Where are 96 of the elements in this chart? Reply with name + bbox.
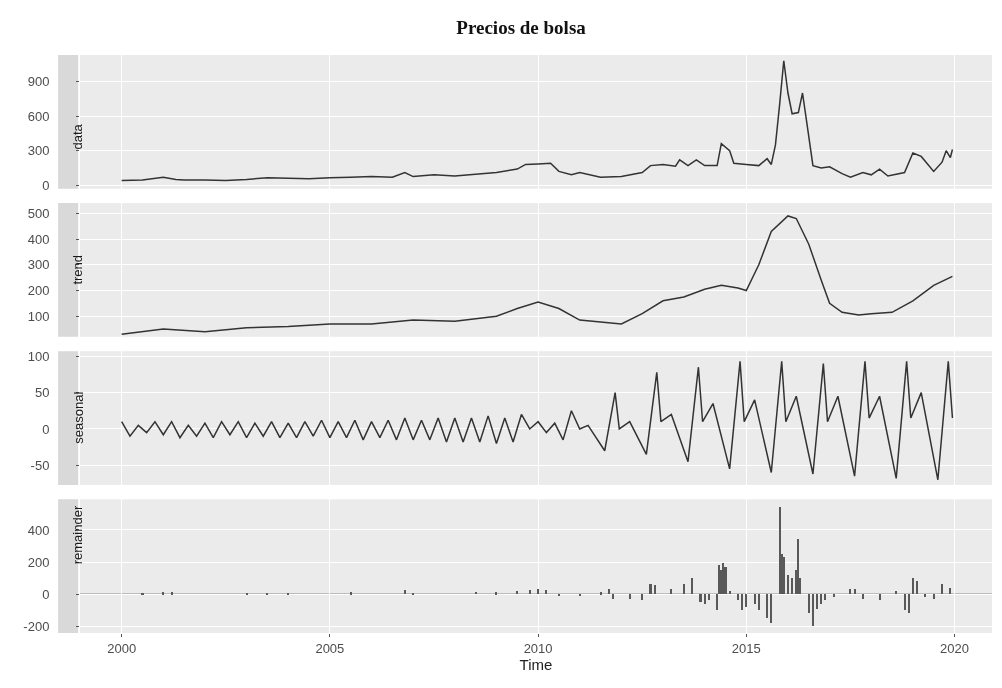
bar: [849, 589, 851, 595]
y-axis-title: trend: [69, 254, 85, 285]
bar: [797, 539, 799, 595]
x-axis-title: Time: [519, 655, 553, 673]
x-tick-label: 2020: [940, 640, 969, 656]
bar: [629, 594, 631, 600]
bar: [787, 575, 789, 595]
y-axis-title: remainder: [69, 505, 85, 565]
y-tick-label: 100: [27, 348, 50, 364]
y-tick-label: 0: [42, 586, 50, 602]
bar: [770, 594, 772, 624]
bar: [558, 594, 560, 597]
bar: [924, 594, 926, 598]
bar: [529, 590, 531, 595]
bar: [537, 589, 539, 595]
bar: [908, 594, 910, 614]
bar: [737, 594, 739, 601]
bar: [758, 594, 760, 611]
bar: [545, 590, 547, 595]
bar: [820, 594, 822, 605]
bar: [641, 594, 643, 601]
y-tick-label: 300: [27, 257, 50, 273]
bar: [266, 593, 268, 596]
bar: [833, 594, 835, 598]
bar: [350, 592, 352, 596]
bar: [141, 593, 144, 596]
bar: [691, 578, 693, 595]
bar: [808, 594, 810, 614]
bar: [904, 594, 906, 611]
bar: [600, 592, 602, 596]
line-series: [120, 60, 954, 182]
bar: [949, 588, 951, 595]
bar: [683, 584, 685, 595]
bar: [754, 594, 756, 605]
bar: [404, 590, 406, 595]
line-series: [120, 215, 954, 335]
y-tick-label: 600: [27, 108, 50, 124]
bar: [246, 593, 248, 596]
bar: [729, 591, 731, 595]
bar: [941, 584, 943, 595]
bar: [612, 594, 614, 600]
y-tick-label: 100: [27, 308, 50, 324]
bar: [766, 594, 768, 619]
y-tick-label: 500: [27, 205, 50, 221]
bar: [699, 594, 702, 603]
bar: [933, 594, 935, 600]
y-tick-label: -200: [23, 619, 50, 635]
line-series: [120, 360, 954, 481]
bar: [779, 507, 781, 595]
bar: [718, 565, 720, 595]
bar: [495, 592, 497, 596]
y-axis-title: data: [69, 123, 85, 150]
bar: [912, 578, 914, 595]
y-tick-label: -50: [30, 457, 50, 473]
bar: [916, 581, 918, 595]
bar: [654, 585, 656, 595]
bar: [816, 594, 818, 610]
bar: [724, 567, 727, 595]
bar: [704, 594, 706, 605]
bar: [854, 589, 856, 595]
y-tick-label: 900: [27, 74, 50, 90]
bar: [791, 578, 793, 595]
y-tick-label: 0: [42, 177, 50, 193]
bar: [895, 591, 897, 595]
bar: [579, 594, 581, 597]
chart-title: Precios de bolsa: [456, 16, 587, 38]
y-tick-label: 200: [27, 554, 50, 570]
y-tick-label: 50: [34, 385, 50, 401]
bar: [162, 592, 164, 596]
bar: [608, 589, 610, 595]
bar: [783, 557, 785, 595]
bar: [287, 593, 289, 596]
bar: [171, 592, 173, 596]
y-tick-label: 200: [27, 283, 50, 299]
bar: [412, 593, 414, 596]
bar: [824, 594, 826, 601]
x-tick-label: 2015: [731, 640, 761, 656]
x-tick-label: 2005: [315, 640, 345, 656]
y-tick-label: 400: [27, 522, 50, 538]
y-tick-label: 400: [27, 231, 50, 247]
bar: [716, 594, 718, 611]
bar: [741, 594, 743, 611]
y-tick-label: 0: [42, 421, 50, 437]
bar: [862, 594, 864, 600]
bar: [812, 594, 814, 627]
bar: [708, 594, 710, 601]
x-tick-label: 2010: [523, 640, 553, 656]
y-tick-label: 300: [27, 143, 50, 159]
x-tick-label: 2000: [107, 640, 137, 656]
bar: [475, 592, 477, 595]
y-axis-title: seasonal: [70, 391, 86, 444]
bar: [745, 594, 747, 608]
bar: [649, 584, 652, 595]
bar: [879, 594, 881, 601]
bar: [670, 589, 672, 595]
bar: [516, 591, 518, 595]
